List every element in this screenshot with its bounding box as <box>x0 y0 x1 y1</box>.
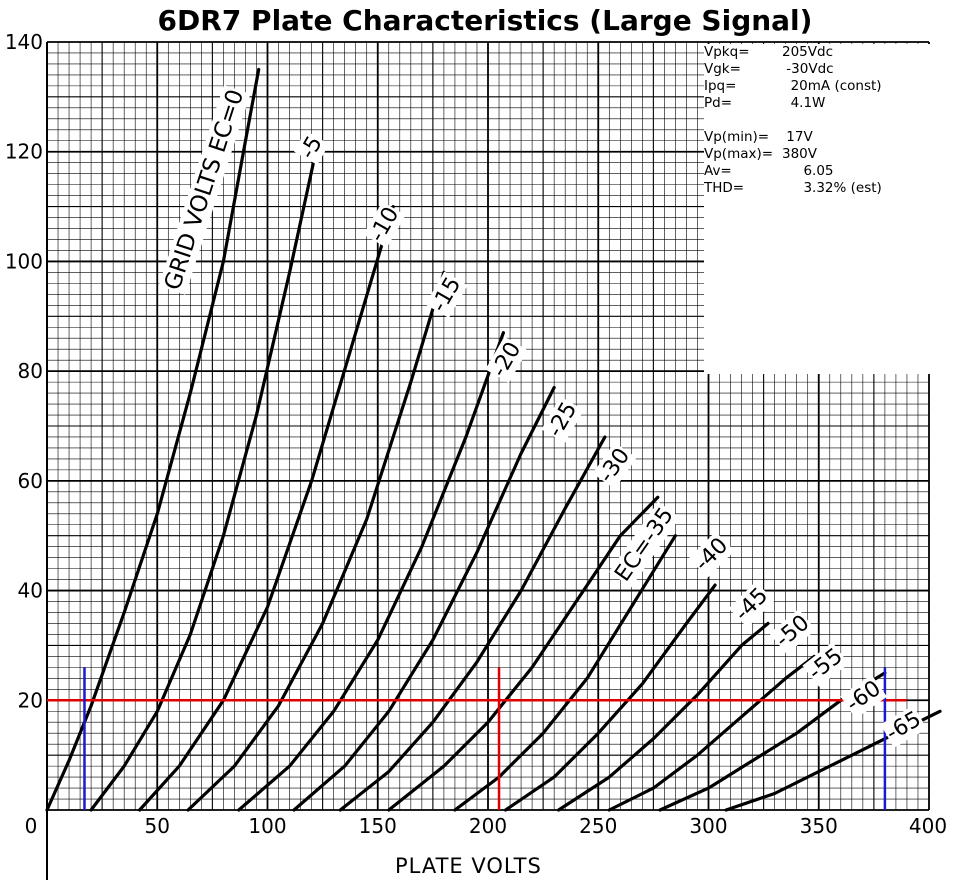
plate-curve <box>237 331 505 812</box>
plate-curve <box>292 386 556 812</box>
x-axis-label: PLATE VOLTS <box>395 854 542 878</box>
info-row: Ipq= 20mA (const) <box>704 78 954 95</box>
info-label: Vpkq= <box>704 44 750 60</box>
x-tick-label: 300 <box>689 814 727 838</box>
info-value: 3.32% (est) <box>782 180 882 196</box>
curve-label: -40 <box>690 533 733 576</box>
curve-label-bg <box>802 642 849 687</box>
y-tick-label: 20 <box>18 688 43 712</box>
info-label: Vp(min)= <box>704 129 770 145</box>
info-value: 17V <box>782 129 813 145</box>
info-row: Vpkq= 205Vdc <box>704 44 954 61</box>
info-value: 205Vdc <box>782 44 833 60</box>
info-row: Pd= 4.1W <box>704 95 954 112</box>
plate-curve <box>45 67 261 812</box>
plate-curve <box>504 583 717 812</box>
x-tick-label: 0 <box>25 814 38 838</box>
curve-label-bg <box>769 609 816 655</box>
curve-label-bg <box>293 130 330 165</box>
curve-label-bg <box>541 396 584 443</box>
info-value: 4.1W <box>782 95 826 111</box>
y-tick-label: 80 <box>18 359 43 383</box>
info-label: Pd= <box>704 95 733 111</box>
info-label: Ipq= <box>704 78 737 94</box>
info-label: Vp(max)= <box>704 146 774 162</box>
curve-label-bg <box>880 705 927 748</box>
x-tick-label: 250 <box>579 814 617 838</box>
curve-label-bg <box>485 336 528 383</box>
plate-curve <box>89 139 320 812</box>
info-label: Vgk= <box>704 61 741 77</box>
y-tick-label: 120 <box>5 140 43 164</box>
x-tick-label: 200 <box>469 814 507 838</box>
curve-label-bg <box>688 531 735 578</box>
info-row: Av= 6.05 <box>704 163 954 180</box>
info-value: 380V <box>782 146 818 162</box>
curve-label: -45 <box>730 583 773 626</box>
plate-curve <box>387 495 660 812</box>
info-row: Vgk= -30Vdc <box>704 61 954 78</box>
load-lines <box>47 667 907 810</box>
y-tick-label: 40 <box>18 579 43 603</box>
info-value: 6.05 <box>782 163 834 179</box>
axis-ticks: 0 50 100 150 200 250 300 350 400 20 40 60 80 100 120 14… <box>2 30 947 838</box>
x-tick-label: 400 <box>909 814 947 838</box>
plate-curves <box>45 67 942 812</box>
info-label: Av= <box>704 163 732 179</box>
curve-label-bg <box>840 674 887 719</box>
info-label: THD= <box>704 180 745 196</box>
curve-label-bg <box>592 442 637 489</box>
curve-label-bg <box>425 271 468 318</box>
info-value: 20mA (const) <box>782 78 882 94</box>
info-row: THD= 3.32% (est) <box>704 180 954 197</box>
plate-curve <box>557 621 770 812</box>
plate-curve <box>138 205 395 812</box>
x-tick-label: 50 <box>145 814 170 838</box>
chart-title: 6DR7 Plate Characteristics (Large Signal… <box>157 4 813 37</box>
plate-curve <box>338 435 607 812</box>
plate-curve <box>607 654 816 812</box>
y-tick-label: 60 <box>18 469 43 493</box>
info-spacer <box>704 112 954 129</box>
x-tick-label: 150 <box>359 814 397 838</box>
x-tick-label: 100 <box>248 814 286 838</box>
curve-label-bg <box>158 85 251 295</box>
plate-curve <box>453 534 677 812</box>
curve-label: -65 <box>882 707 926 747</box>
y-tick-label: 140 <box>5 30 43 54</box>
info-row: Vp(min)= 17V <box>704 129 954 146</box>
operating-point-panel: Vpkq= 205Vdc Vgk= -30Vdc Ipq= 20mA (const… <box>704 44 954 374</box>
y-tick-label: 100 <box>5 249 43 273</box>
x-tick-label: 350 <box>800 814 838 838</box>
plate-curve <box>186 270 446 812</box>
curve-label: -10 <box>365 203 405 247</box>
curve-label-bg <box>608 501 681 588</box>
curve-label-bg <box>363 201 406 248</box>
info-row: Vp(max)= 380V <box>704 146 954 163</box>
curve-label: -20 <box>487 338 527 382</box>
info-value: -30Vdc <box>782 61 834 77</box>
curve-label-bg <box>728 581 775 628</box>
